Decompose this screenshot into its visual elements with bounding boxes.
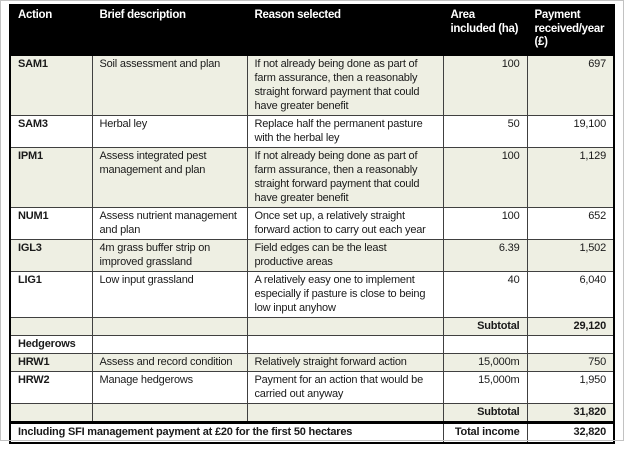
payment-cell: 750	[527, 353, 614, 371]
empty-cell	[92, 335, 247, 353]
action-code-cell: HRW2	[10, 371, 92, 403]
subtotal-row-hedgerows: Subtotal 31,820	[10, 403, 614, 422]
empty-cell	[527, 335, 614, 353]
empty-cell	[247, 335, 443, 353]
action-code-cell: HRW1	[10, 353, 92, 371]
description-cell: Herbal ley	[92, 115, 247, 147]
table-row-num1: NUM1 Assess nutrient management and plan…	[10, 207, 614, 239]
empty-cell	[92, 403, 247, 422]
subtotal-label: Subtotal	[443, 403, 527, 422]
action-code-cell: SAM1	[10, 55, 92, 115]
description-cell: Low input grassland	[92, 271, 247, 317]
action-code-cell: SAM3	[10, 115, 92, 147]
table-row-hrw1: HRW1 Assess and record condition Relativ…	[10, 353, 614, 371]
subtotal-label: Subtotal	[443, 317, 527, 335]
reason-cell: Once set up, a relatively straight forwa…	[247, 207, 443, 239]
total-note: Including SFI management payment at £20 …	[10, 422, 443, 443]
empty-cell	[247, 403, 443, 422]
subtotal-row-sfi: Subtotal 29,120	[10, 317, 614, 335]
empty-cell	[443, 335, 527, 353]
table-row-sam1: SAM1 Soil assessment and plan If not alr…	[10, 55, 614, 115]
area-cell: 15,000m	[443, 371, 527, 403]
table-row-igl3: IGL3 4m grass buffer strip on improved g…	[10, 239, 614, 271]
sfi-actions-table: Action Brief description Reason selected…	[9, 4, 615, 444]
subtotal-value: 29,120	[527, 317, 614, 335]
description-cell: 4m grass buffer strip on improved grassl…	[92, 239, 247, 271]
area-cell: 6.39	[443, 239, 527, 271]
header-row: Action Brief description Reason selected…	[10, 5, 614, 55]
description-cell: Assess nutrient management and plan	[92, 207, 247, 239]
description-cell: Soil assessment and plan	[92, 55, 247, 115]
table-row-hrw2: HRW2 Manage hedgerows Payment for an act…	[10, 371, 614, 403]
area-cell: 40	[443, 271, 527, 317]
total-income-label: Total income	[443, 422, 527, 443]
table-row-sam3: SAM3 Herbal ley Replace half the permane…	[10, 115, 614, 147]
column-header-payment-received: Payment received/year (£)	[527, 5, 614, 55]
section-row-hedgerows: Hedgerows	[10, 335, 614, 353]
action-code-cell: IPM1	[10, 147, 92, 207]
area-cell: 100	[443, 55, 527, 115]
area-cell: 15,000m	[443, 353, 527, 371]
payment-cell: 1,129	[527, 147, 614, 207]
column-header-action: Action	[10, 5, 92, 55]
empty-cell	[247, 317, 443, 335]
total-income-value: 32,820	[527, 422, 614, 443]
table-row-lig1: LIG1 Low input grassland A relatively ea…	[10, 271, 614, 317]
payment-cell: 652	[527, 207, 614, 239]
column-header-reason-selected: Reason selected	[247, 5, 443, 55]
section-label: Hedgerows	[10, 335, 92, 353]
action-code-cell: IGL3	[10, 239, 92, 271]
description-cell: Assess integrated pest management and pl…	[92, 147, 247, 207]
area-cell: 50	[443, 115, 527, 147]
reason-cell: Replace half the permanent pasture with …	[247, 115, 443, 147]
action-code-cell: LIG1	[10, 271, 92, 317]
reason-cell: If not already being done as part of far…	[247, 147, 443, 207]
column-header-brief-description: Brief description	[92, 5, 247, 55]
description-cell: Assess and record condition	[92, 353, 247, 371]
empty-cell	[10, 317, 92, 335]
reason-cell: A relatively easy one to implement espec…	[247, 271, 443, 317]
description-cell: Manage hedgerows	[92, 371, 247, 403]
column-header-area-included: Area included (ha)	[443, 5, 527, 55]
payment-cell: 1,502	[527, 239, 614, 271]
payment-cell: 19,100	[527, 115, 614, 147]
payment-cell: 1,950	[527, 371, 614, 403]
total-income-row: Including SFI management payment at £20 …	[10, 422, 614, 443]
area-cell: 100	[443, 147, 527, 207]
subtotal-value: 31,820	[527, 403, 614, 422]
reason-cell: If not already being done as part of far…	[247, 55, 443, 115]
action-code-cell: NUM1	[10, 207, 92, 239]
empty-cell	[92, 317, 247, 335]
area-cell: 100	[443, 207, 527, 239]
payment-cell: 697	[527, 55, 614, 115]
reason-cell: Field edges can be the least productive …	[247, 239, 443, 271]
reason-cell: Relatively straight forward action	[247, 353, 443, 371]
table-row-ipm1: IPM1 Assess integrated pest management a…	[10, 147, 614, 207]
reason-cell: Payment for an action that would be carr…	[247, 371, 443, 403]
empty-cell	[10, 403, 92, 422]
payment-cell: 6,040	[527, 271, 614, 317]
